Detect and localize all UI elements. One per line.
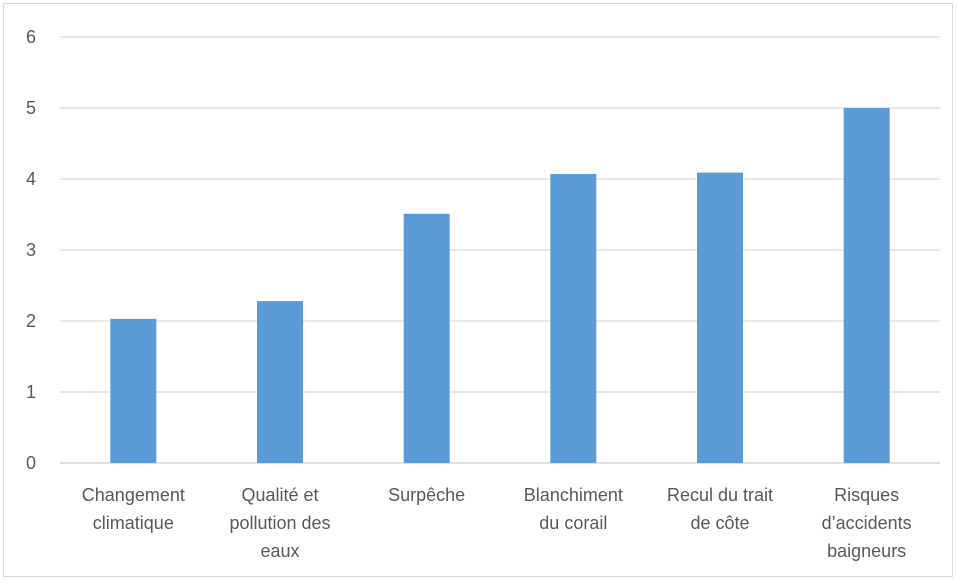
bar — [550, 174, 597, 463]
y-tick-label: 0 — [26, 453, 36, 473]
x-axis-labels: Changement climatique Qualité et pollution … — [82, 485, 912, 561]
x-category-label: Blanchiment du corail — [524, 485, 623, 533]
y-axis-ticks: 0 1 2 3 4 5 6 — [26, 27, 36, 473]
bars — [110, 108, 890, 464]
x-category-label: Recul du trait de côte — [667, 485, 773, 533]
y-tick-label: 2 — [26, 311, 36, 331]
bar — [110, 318, 157, 463]
bar — [403, 213, 450, 463]
y-tick-label: 3 — [26, 240, 36, 260]
x-category-label: Risques d’accidents baigneurs — [822, 485, 912, 561]
bar — [843, 108, 890, 463]
chart-frame — [3, 3, 953, 577]
y-tick-label: 1 — [26, 382, 36, 402]
y-tick-label: 5 — [26, 98, 36, 118]
gridlines — [60, 36, 940, 464]
x-category-label: Qualité et pollution des eaux — [229, 485, 330, 561]
bar — [257, 301, 303, 463]
x-category-label: Surpêche — [388, 485, 465, 505]
bar — [697, 172, 743, 464]
y-tick-label: 4 — [26, 169, 36, 189]
y-tick-label: 6 — [26, 27, 36, 47]
x-category-label: Changement climatique — [82, 485, 185, 533]
